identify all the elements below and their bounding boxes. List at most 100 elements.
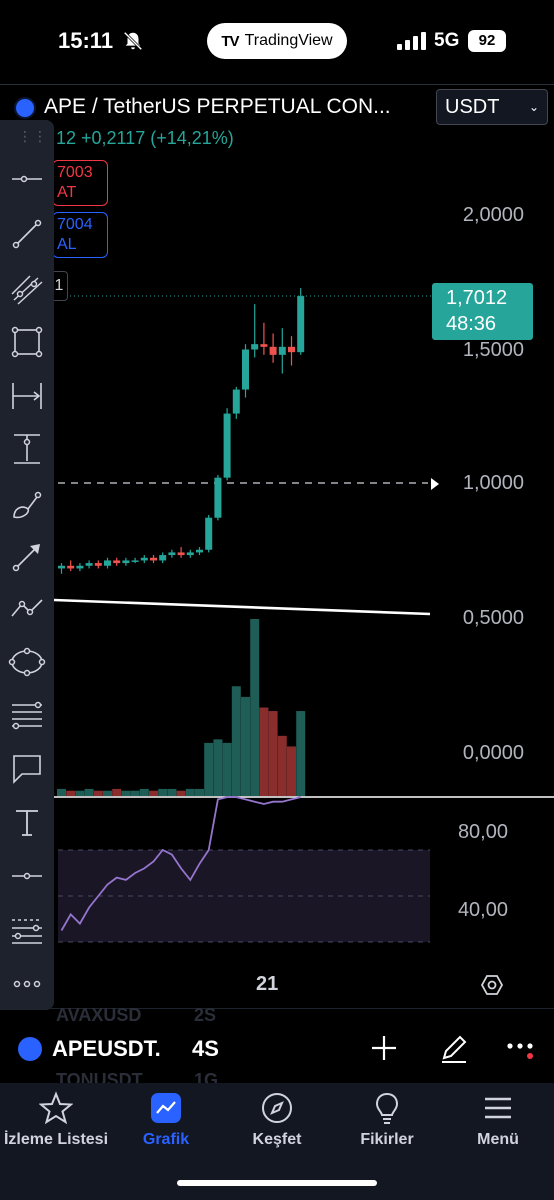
brush-tool-icon[interactable]: [8, 485, 46, 523]
ellipse-tool-icon[interactable]: [8, 643, 46, 681]
symbol-selector[interactable]: APEUSDT.: [18, 1036, 161, 1062]
buy-label: AL: [57, 236, 77, 253]
candle-body: [150, 557, 157, 561]
nav-label: Keşfet: [252, 1131, 302, 1148]
volume-bar: [296, 711, 306, 796]
symbol-title[interactable]: APE / TetherUS PERPETUAL CON...: [44, 95, 391, 118]
volume-bar: [213, 739, 223, 796]
ape-coin-icon: [18, 1037, 42, 1061]
pitchfork-tool-icon[interactable]: [8, 270, 46, 308]
price-label: 1,5000: [462, 339, 524, 361]
ape-coin-icon: [14, 97, 36, 119]
candle-body: [288, 346, 295, 353]
volume-bar: [139, 788, 149, 796]
current-price: 1,7012: [446, 287, 508, 309]
volume-bar: [195, 788, 204, 796]
text-tool-icon[interactable]: [8, 803, 46, 841]
interval-selector[interactable]: 4S: [192, 1036, 219, 1061]
volume-bar: [185, 788, 195, 796]
candle-body: [159, 555, 167, 561]
price-range-tool-icon[interactable]: [8, 430, 46, 468]
candle-body: [223, 413, 231, 478]
volume-bar: [241, 696, 250, 796]
candle-body: [140, 557, 148, 561]
fib-retracement-tool-icon[interactable]: [8, 697, 46, 735]
volume-bar: [176, 790, 186, 796]
volume-bar: [167, 788, 177, 796]
pen-icon[interactable]: [436, 1030, 472, 1066]
volume-bar: [287, 746, 296, 796]
candle-body: [122, 560, 130, 564]
menu-icon: [485, 1097, 511, 1119]
horizontal-ray-tool-icon[interactable]: [8, 160, 46, 198]
date-range-tool-icon[interactable]: [8, 377, 46, 415]
candle-body: [85, 563, 93, 566]
arrow-tool-icon[interactable]: [8, 538, 46, 576]
horizontal-line-tool-icon[interactable]: [8, 857, 46, 895]
candle-body: [232, 389, 240, 414]
header-divider: [0, 84, 554, 85]
candle-body: [76, 565, 84, 569]
drag-handle-icon[interactable]: ⋮⋮: [18, 128, 48, 144]
pattern-tool-icon[interactable]: [8, 910, 46, 948]
volume-bar: [84, 788, 94, 796]
tradingview-logo-icon: TV: [221, 32, 239, 50]
candle-body: [196, 549, 203, 553]
volume-bar: [268, 711, 278, 796]
volume-bar: [57, 788, 66, 796]
rectangle-tool-icon[interactable]: [8, 323, 46, 361]
buy-price-badge[interactable]: 7004 AL: [52, 212, 108, 258]
tradingview-pill-label: TradingView: [244, 32, 333, 49]
battery-indicator: 92: [468, 30, 506, 52]
volume-bar: [231, 686, 241, 796]
nav-item-chart[interactable]: Grafik: [111, 1091, 221, 1149]
candle-body: [186, 552, 194, 556]
volume-bar: [121, 790, 131, 796]
ghost-symbol: AVAXUSD: [56, 1005, 142, 1025]
chart-canvas[interactable]: [0, 130, 554, 960]
price-label: 1,0000: [462, 472, 524, 494]
candle-body: [113, 560, 121, 564]
chart-settings-icon[interactable]: [480, 973, 504, 997]
compass-icon: [262, 1093, 292, 1123]
time-axis-label: 21: [256, 973, 279, 995]
lightbulb-icon: [375, 1092, 399, 1124]
candle-body: [131, 560, 139, 562]
tradingview-pill[interactable]: TV TradingView: [207, 23, 347, 59]
nav-item-menu[interactable]: Menü: [443, 1091, 553, 1149]
status-bar: 15:11 TV TradingView 5G 92: [0, 0, 554, 84]
nav-label: Fikirler: [360, 1131, 414, 1148]
volume-bar: [149, 790, 158, 796]
candle-body: [269, 346, 277, 355]
rsi-line: [60, 796, 301, 931]
candle-body: [177, 552, 185, 556]
currency-select[interactable]: USDT ⌄: [436, 89, 548, 125]
volume-bar: [158, 788, 168, 796]
toolbar-divider: [0, 1008, 554, 1009]
nav-item-explore[interactable]: Keşfet: [222, 1091, 332, 1149]
volume-bar: [93, 790, 103, 796]
chart-icon: [151, 1093, 181, 1123]
add-icon[interactable]: [366, 1030, 402, 1066]
volume-bar: [250, 619, 260, 796]
buy-price: 7004: [57, 216, 93, 233]
network-type: 5G: [434, 30, 460, 51]
callout-tool-icon[interactable]: [8, 750, 46, 788]
volume-bar: [222, 742, 232, 796]
trend-line-tool-icon[interactable]: [8, 215, 46, 253]
candle-body: [58, 565, 65, 569]
nav-item-ideas[interactable]: Fikirler: [332, 1091, 442, 1149]
more-options-icon[interactable]: [502, 1030, 538, 1066]
candle-body: [260, 344, 268, 347]
nav-item-watchlist[interactable]: İzleme Listesi: [1, 1091, 111, 1149]
candle-body: [168, 552, 176, 556]
price-change: 12 +0,2117 (+14,21%): [56, 128, 234, 148]
sell-price-badge[interactable]: 7003 AT: [52, 160, 108, 206]
nav-label: Grafik: [142, 1131, 190, 1148]
more-tools-icon[interactable]: [8, 965, 46, 1003]
volume-bar: [259, 707, 269, 796]
bell-muted-icon: [123, 31, 143, 51]
candle-body: [242, 349, 249, 390]
alert-arrow-icon: [431, 478, 439, 490]
path-tool-icon[interactable]: [8, 590, 46, 628]
